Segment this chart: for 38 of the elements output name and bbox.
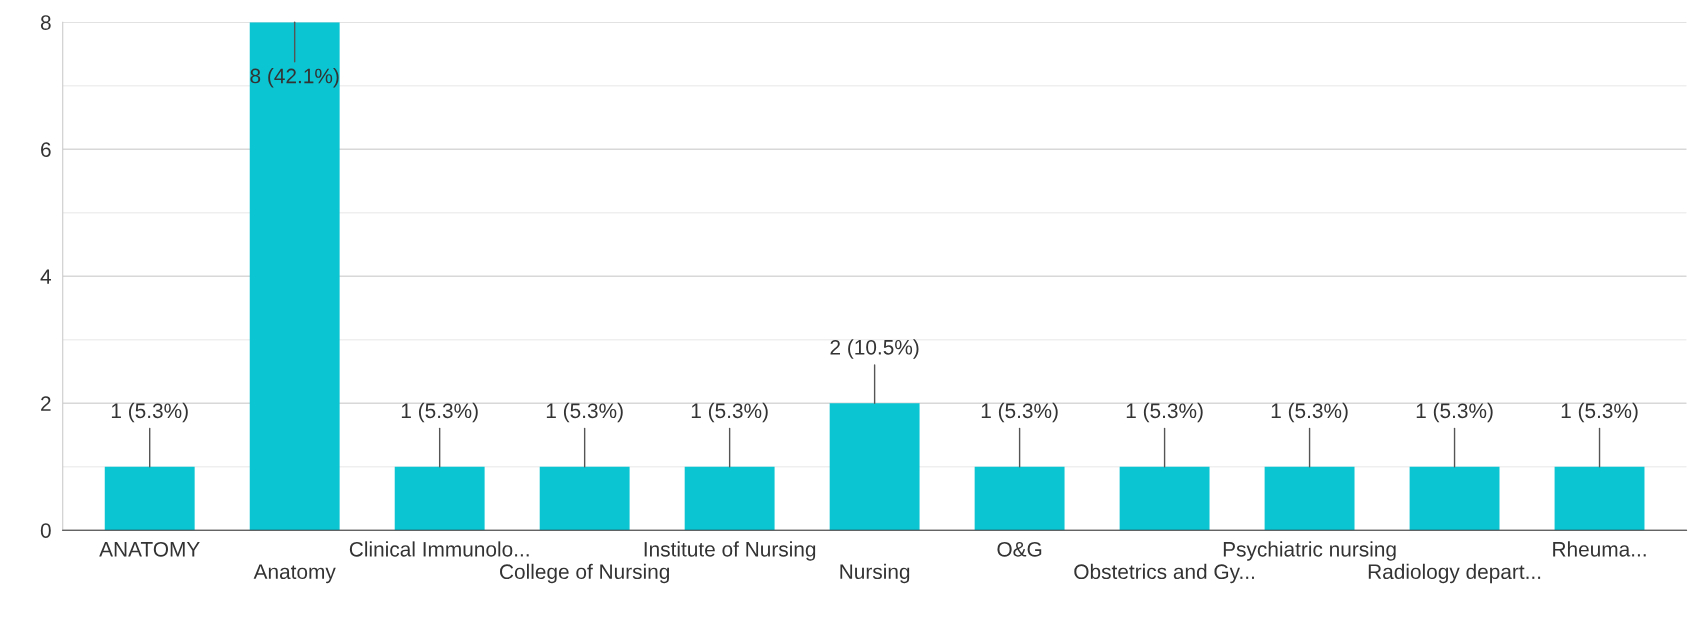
- y-tick-label: 8: [40, 15, 51, 30]
- x-tick-label: Nursing: [840, 563, 910, 584]
- x-tick-label: Radiology depart...: [1368, 563, 1541, 584]
- y-tick-label: 4: [40, 269, 51, 284]
- data-label: 1 (5.3%): [1416, 402, 1493, 423]
- bar: [1409, 466, 1500, 531]
- y-tick-label: 0: [40, 523, 51, 538]
- bar: [249, 22, 340, 531]
- bar: [539, 466, 630, 531]
- bar: [1264, 466, 1355, 531]
- x-tick-label: ANATOMY: [99, 541, 200, 557]
- data-label: 1 (5.3%): [1126, 402, 1203, 423]
- x-tick-label: Clinical Immunolo...: [349, 541, 529, 557]
- bar: [974, 466, 1065, 531]
- data-label: 1 (5.3%): [1271, 402, 1348, 423]
- x-tick-label: College of Nursing: [500, 563, 670, 584]
- x-tick-label: Obstetrics and Gy...: [1074, 563, 1254, 584]
- y-tick-label: 6: [41, 142, 51, 157]
- data-label: 1 (5.3%): [691, 402, 768, 423]
- data-label: 1 (5.3%): [401, 402, 478, 423]
- bar: [1119, 466, 1210, 531]
- bar: [684, 466, 775, 531]
- x-tick-label: Institute of Nursing: [644, 541, 816, 561]
- bar: [394, 466, 485, 531]
- data-label: 8 (42.1%): [250, 68, 339, 88]
- x-tick-label: Psychiatric nursing: [1223, 541, 1396, 561]
- y-tick-label: 2: [41, 396, 51, 411]
- data-label: 1 (5.3%): [546, 402, 623, 423]
- x-tick-label: Rheuma...: [1553, 541, 1646, 557]
- data-label: 1 (5.3%): [981, 402, 1058, 423]
- data-label: 2 (10.5%): [830, 339, 919, 359]
- bar: [1554, 466, 1645, 531]
- data-label: 1 (5.3%): [1561, 402, 1638, 423]
- data-label: 1 (5.3%): [111, 402, 188, 423]
- x-tick-label: Anatomy: [253, 564, 336, 584]
- bar: [104, 466, 195, 531]
- x-tick-label: O&G: [997, 541, 1042, 557]
- bar: [829, 403, 920, 531]
